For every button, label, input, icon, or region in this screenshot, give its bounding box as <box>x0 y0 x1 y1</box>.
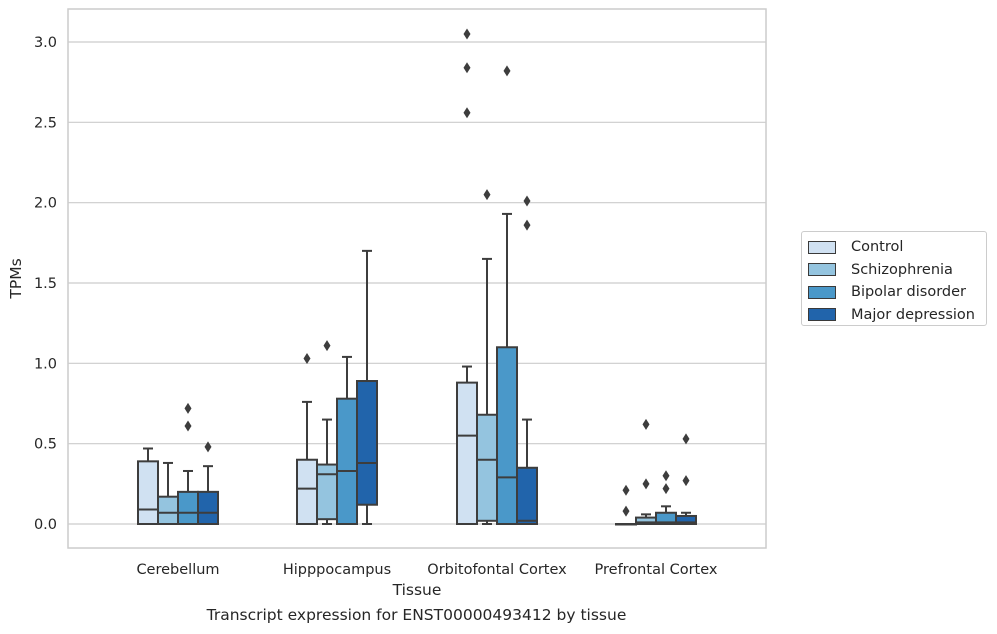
x-tick-label-hipppocampus: Hipppocampus <box>283 562 391 578</box>
box-body <box>456 381 478 526</box>
box-body <box>476 413 498 522</box>
y-tick-label: 0.5 <box>34 437 57 453</box>
outlier-point <box>463 107 471 119</box>
box-body <box>316 463 338 521</box>
box-orbitofontal-cortex-schizophrenia <box>476 189 498 525</box>
y-tick-label: 2.0 <box>34 196 57 212</box>
box-body <box>516 466 538 525</box>
outlier-point <box>682 433 690 445</box>
outlier-point <box>662 470 670 482</box>
box-body <box>137 460 159 525</box>
legend-label-schizophrenia: Schizophrenia <box>851 261 953 278</box>
legend-item-control: Control <box>808 236 986 259</box>
box-cerebellum-major-depression <box>197 441 219 526</box>
box-body <box>177 490 199 526</box>
y-tick-label: 2.5 <box>34 115 57 131</box>
legend-item-bipolar-disorder: Bipolar disorder <box>808 281 986 304</box>
box-body <box>157 495 179 526</box>
box-cerebellum-control <box>137 447 159 525</box>
outlier-point <box>622 505 630 517</box>
box-prefrontal-cortex-schizophrenia <box>635 418 657 525</box>
y-tick-label: 1.0 <box>34 356 57 372</box>
outlier-point <box>463 62 471 74</box>
box-body <box>197 490 219 526</box>
box-hipppocampus-major-depression <box>356 249 378 525</box>
outlier-point <box>184 402 192 414</box>
plot-frame <box>67 8 767 549</box>
outlier-point <box>642 418 650 430</box>
box-body <box>336 397 358 525</box>
box-hipppocampus-bipolar-disorder <box>336 355 358 525</box>
outlier-point <box>523 195 531 207</box>
box-cerebellum-schizophrenia <box>157 461 179 526</box>
box-hipppocampus-control <box>296 353 318 526</box>
box-orbitofontal-cortex-bipolar-disorder <box>496 65 518 525</box>
legend-label-control: Control <box>851 239 904 256</box>
outlier-point <box>463 28 471 40</box>
y-tick-label: 1.5 <box>34 276 57 292</box>
box-hipppocampus-schizophrenia <box>316 340 338 525</box>
legend-swatch-major-depression <box>808 308 836 322</box>
outlier-point <box>503 65 511 77</box>
legend-swatch-schizophrenia <box>808 263 836 277</box>
box-body <box>675 514 697 526</box>
box-body <box>496 346 518 525</box>
outlier-point <box>323 340 331 352</box>
outlier-point <box>682 475 690 487</box>
box-body <box>296 458 318 526</box>
outlier-point <box>483 189 491 201</box>
x-tick-label-prefrontal-cortex: Prefrontal Cortex <box>595 562 718 578</box>
legend-swatch-bipolar-disorder <box>808 285 836 299</box>
x-tick-label-cerebellum: Cerebellum <box>136 562 219 578</box>
y-tick-label: 3.0 <box>34 35 57 51</box>
legend-item-major-depression: Major depression <box>808 304 986 327</box>
box-orbitofontal-cortex-control <box>456 28 478 526</box>
outlier-point <box>303 353 311 365</box>
outlier-point <box>523 219 531 231</box>
legend-label-major-depression: Major depression <box>851 306 975 323</box>
box-prefrontal-cortex-bipolar-disorder <box>655 470 677 526</box>
box-prefrontal-cortex-major-depression <box>675 433 697 526</box>
legend-item-schizophrenia: Schizophrenia <box>808 259 986 282</box>
outlier-point <box>642 478 650 490</box>
box-orbitofontal-cortex-major-depression <box>516 195 538 525</box>
outlier-point <box>204 441 212 453</box>
legend-label-bipolar-disorder: Bipolar disorder <box>851 284 966 301</box>
y-tick-label: 0.0 <box>34 517 57 533</box>
outlier-point <box>662 483 670 495</box>
x-axis-label: Tissue <box>392 581 442 599</box>
figure-caption: Transcript expression for ENST0000049341… <box>206 606 627 624</box>
box-prefrontal-cortex-control <box>615 484 637 526</box>
x-tick-label-orbitofontal-cortex: Orbitofontal Cortex <box>427 562 567 578</box>
legend-swatch-control <box>808 240 836 254</box>
legend: Control Schizophrenia Bipolar disorder M… <box>801 231 987 326</box>
y-axis-label: TPMs <box>7 258 25 299</box>
outlier-point <box>622 484 630 496</box>
box-body <box>356 380 378 506</box>
box-cerebellum-bipolar-disorder <box>177 402 199 526</box>
outlier-point <box>184 420 192 432</box>
